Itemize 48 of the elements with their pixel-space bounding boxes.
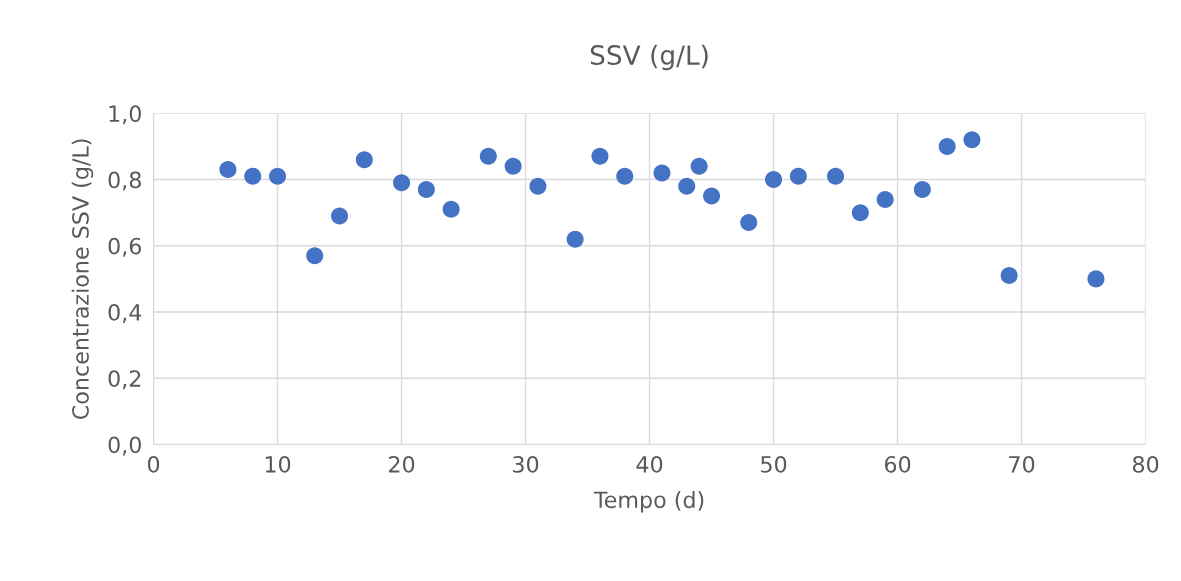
x-tick-label: 20 (389, 455, 415, 473)
y-tick-label: 0,8 (108, 171, 141, 191)
x-tick-label: 80 (1132, 455, 1159, 473)
x-tick-label: 70 (1009, 455, 1035, 473)
point (789, 167, 807, 185)
point (876, 190, 894, 208)
point (827, 167, 845, 185)
point (740, 214, 758, 232)
point (765, 171, 783, 189)
point (963, 131, 981, 149)
point (703, 187, 721, 205)
y-tick-label: 0,0 (108, 436, 141, 456)
point (678, 177, 696, 195)
point (913, 180, 931, 198)
point (591, 147, 609, 165)
point (331, 207, 349, 225)
y-tick-label: 0,6 (108, 237, 142, 257)
point (306, 247, 324, 265)
point (417, 180, 435, 198)
point (393, 174, 411, 192)
y-tick-label: 1,0 (109, 105, 141, 125)
y-tick-label: 0,2 (108, 370, 141, 390)
point (1087, 270, 1105, 288)
point (269, 167, 287, 185)
chart-title: SSV (g/L) (590, 44, 708, 71)
point (1000, 267, 1018, 285)
point (938, 137, 956, 155)
y-tick-label: 0,4 (108, 303, 142, 324)
point (616, 167, 634, 185)
x-tick-label: 40 (636, 455, 663, 473)
x-tick-label: 50 (761, 455, 787, 473)
point (219, 161, 237, 179)
point (355, 151, 373, 169)
point (479, 147, 497, 165)
point (851, 204, 869, 222)
point (566, 230, 584, 248)
x-tick-label: 30 (513, 455, 539, 473)
point (529, 177, 547, 195)
x-tick-label: 10 (265, 455, 291, 473)
y-axis-title: Concentrazione SSV (g/L) (71, 139, 94, 419)
x-axis-title: Tempo (d) (593, 490, 704, 513)
point (244, 167, 262, 185)
point (690, 157, 708, 175)
x-tick-label: 60 (884, 455, 911, 473)
x-tick-label: 0 (147, 455, 160, 473)
point (504, 157, 522, 175)
point (442, 200, 460, 218)
point (653, 164, 671, 182)
